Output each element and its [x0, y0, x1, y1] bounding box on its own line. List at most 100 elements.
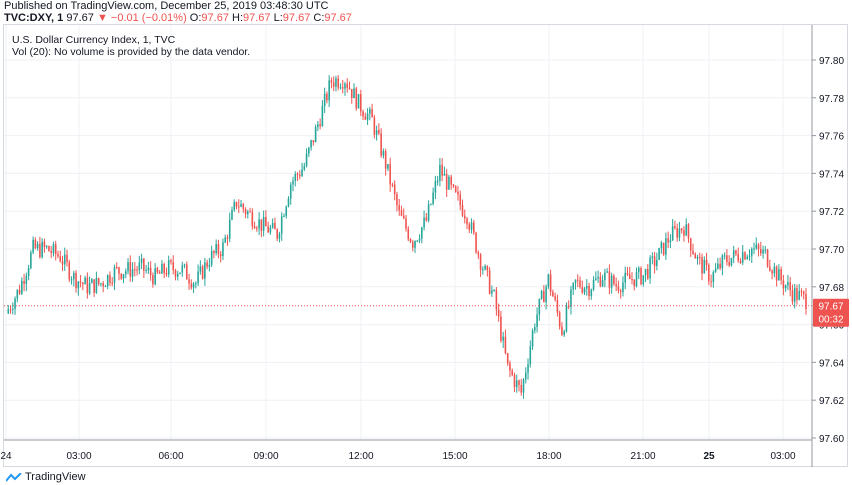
candle-body — [529, 346, 532, 365]
candle-body — [436, 180, 439, 182]
candle-body — [703, 259, 706, 274]
candle-body — [522, 379, 525, 393]
candle-body — [563, 331, 565, 335]
candle-body — [308, 147, 310, 154]
candle-body — [149, 267, 152, 276]
candle-body — [57, 254, 59, 257]
x-tick-label: 03:00 — [770, 451, 795, 462]
candle-body — [11, 308, 14, 310]
candle-body — [213, 251, 215, 254]
candle-body — [737, 253, 740, 261]
candle-body — [674, 226, 676, 229]
candle-body — [231, 209, 233, 220]
candle-body — [662, 242, 665, 255]
candle-body — [396, 194, 398, 206]
candle-body — [45, 246, 48, 248]
candle-body — [36, 243, 39, 249]
candle-body — [14, 298, 16, 309]
candle-body — [558, 312, 561, 327]
candle-body — [667, 238, 669, 243]
candle-body — [339, 87, 342, 89]
candle-body — [375, 130, 378, 135]
candle-body — [280, 216, 283, 234]
candle-body — [378, 130, 380, 134]
candle-body — [136, 269, 138, 271]
candle-body — [439, 164, 441, 181]
candle-body — [364, 116, 367, 120]
candle-body — [405, 218, 407, 229]
candle-body — [574, 279, 577, 284]
candle-body — [545, 286, 547, 303]
y-tick-label: 97.70 — [819, 245, 844, 256]
candle-body — [518, 380, 520, 385]
close-label: C: — [313, 12, 325, 24]
candle-body — [698, 256, 701, 258]
price-change: ▼ −0.01 (−0.01%) — [96, 12, 187, 24]
candle-body — [484, 265, 486, 270]
candle-body — [43, 241, 46, 248]
candle-body — [500, 316, 502, 341]
candle-body — [97, 278, 100, 284]
candle-body — [113, 267, 116, 283]
candle-body — [217, 244, 220, 254]
candle-body — [224, 237, 227, 243]
published-caption: Published on TradingView.com, December 2… — [4, 0, 329, 12]
candle-body — [653, 256, 656, 266]
candle-body — [188, 279, 190, 284]
candle-body — [341, 87, 344, 89]
candle-body — [303, 165, 306, 170]
candle-body — [423, 217, 425, 228]
candle-body — [222, 242, 224, 257]
candle-body — [488, 270, 491, 294]
candle-body — [689, 238, 692, 251]
candle-body — [337, 78, 340, 88]
candle-body — [479, 254, 482, 270]
candle-body — [746, 256, 749, 260]
candle-body — [491, 290, 493, 294]
candle-body — [174, 270, 177, 277]
candle-body — [41, 241, 43, 257]
candle-body — [640, 267, 642, 285]
candle-body — [802, 291, 805, 295]
candle-body — [572, 283, 575, 290]
candle-body — [384, 151, 387, 169]
price-badge-countdown: 00:32 — [818, 315, 843, 326]
high-label: H: — [232, 12, 244, 24]
candle-body — [741, 252, 744, 263]
candle-body — [382, 151, 385, 156]
candle-body — [27, 268, 30, 277]
candle-body — [289, 184, 292, 199]
candle-body — [590, 289, 593, 297]
candle-body — [201, 266, 204, 279]
candle-body — [760, 249, 762, 254]
logo-text: TradingView — [25, 471, 86, 483]
candle-body — [346, 83, 349, 88]
candle-body — [694, 253, 697, 259]
candle-body — [585, 285, 588, 289]
candle-body — [570, 289, 572, 308]
candle-body — [7, 309, 10, 314]
candle-body — [482, 269, 484, 271]
candle-body — [100, 283, 102, 285]
candle-body — [70, 279, 73, 281]
candle-body — [649, 257, 651, 279]
candle-body — [588, 285, 590, 297]
candle-body — [138, 262, 141, 271]
candle-body — [61, 261, 64, 265]
candle-body — [183, 264, 186, 266]
low-label: L: — [273, 12, 283, 24]
candle-body — [409, 239, 412, 242]
tradingview-logo[interactable]: TradingView — [6, 471, 86, 483]
candle-body — [735, 250, 737, 254]
candle-body — [387, 163, 389, 169]
candle-body — [597, 276, 599, 279]
candle-body — [332, 82, 335, 87]
candle-body — [271, 222, 274, 228]
candle-body — [285, 206, 288, 217]
x-tick-label: 15:00 — [442, 451, 467, 462]
x-tick-label: 18:00 — [536, 451, 561, 462]
candle-body — [680, 228, 683, 231]
candle-body — [109, 275, 111, 283]
candle-body — [744, 252, 746, 260]
